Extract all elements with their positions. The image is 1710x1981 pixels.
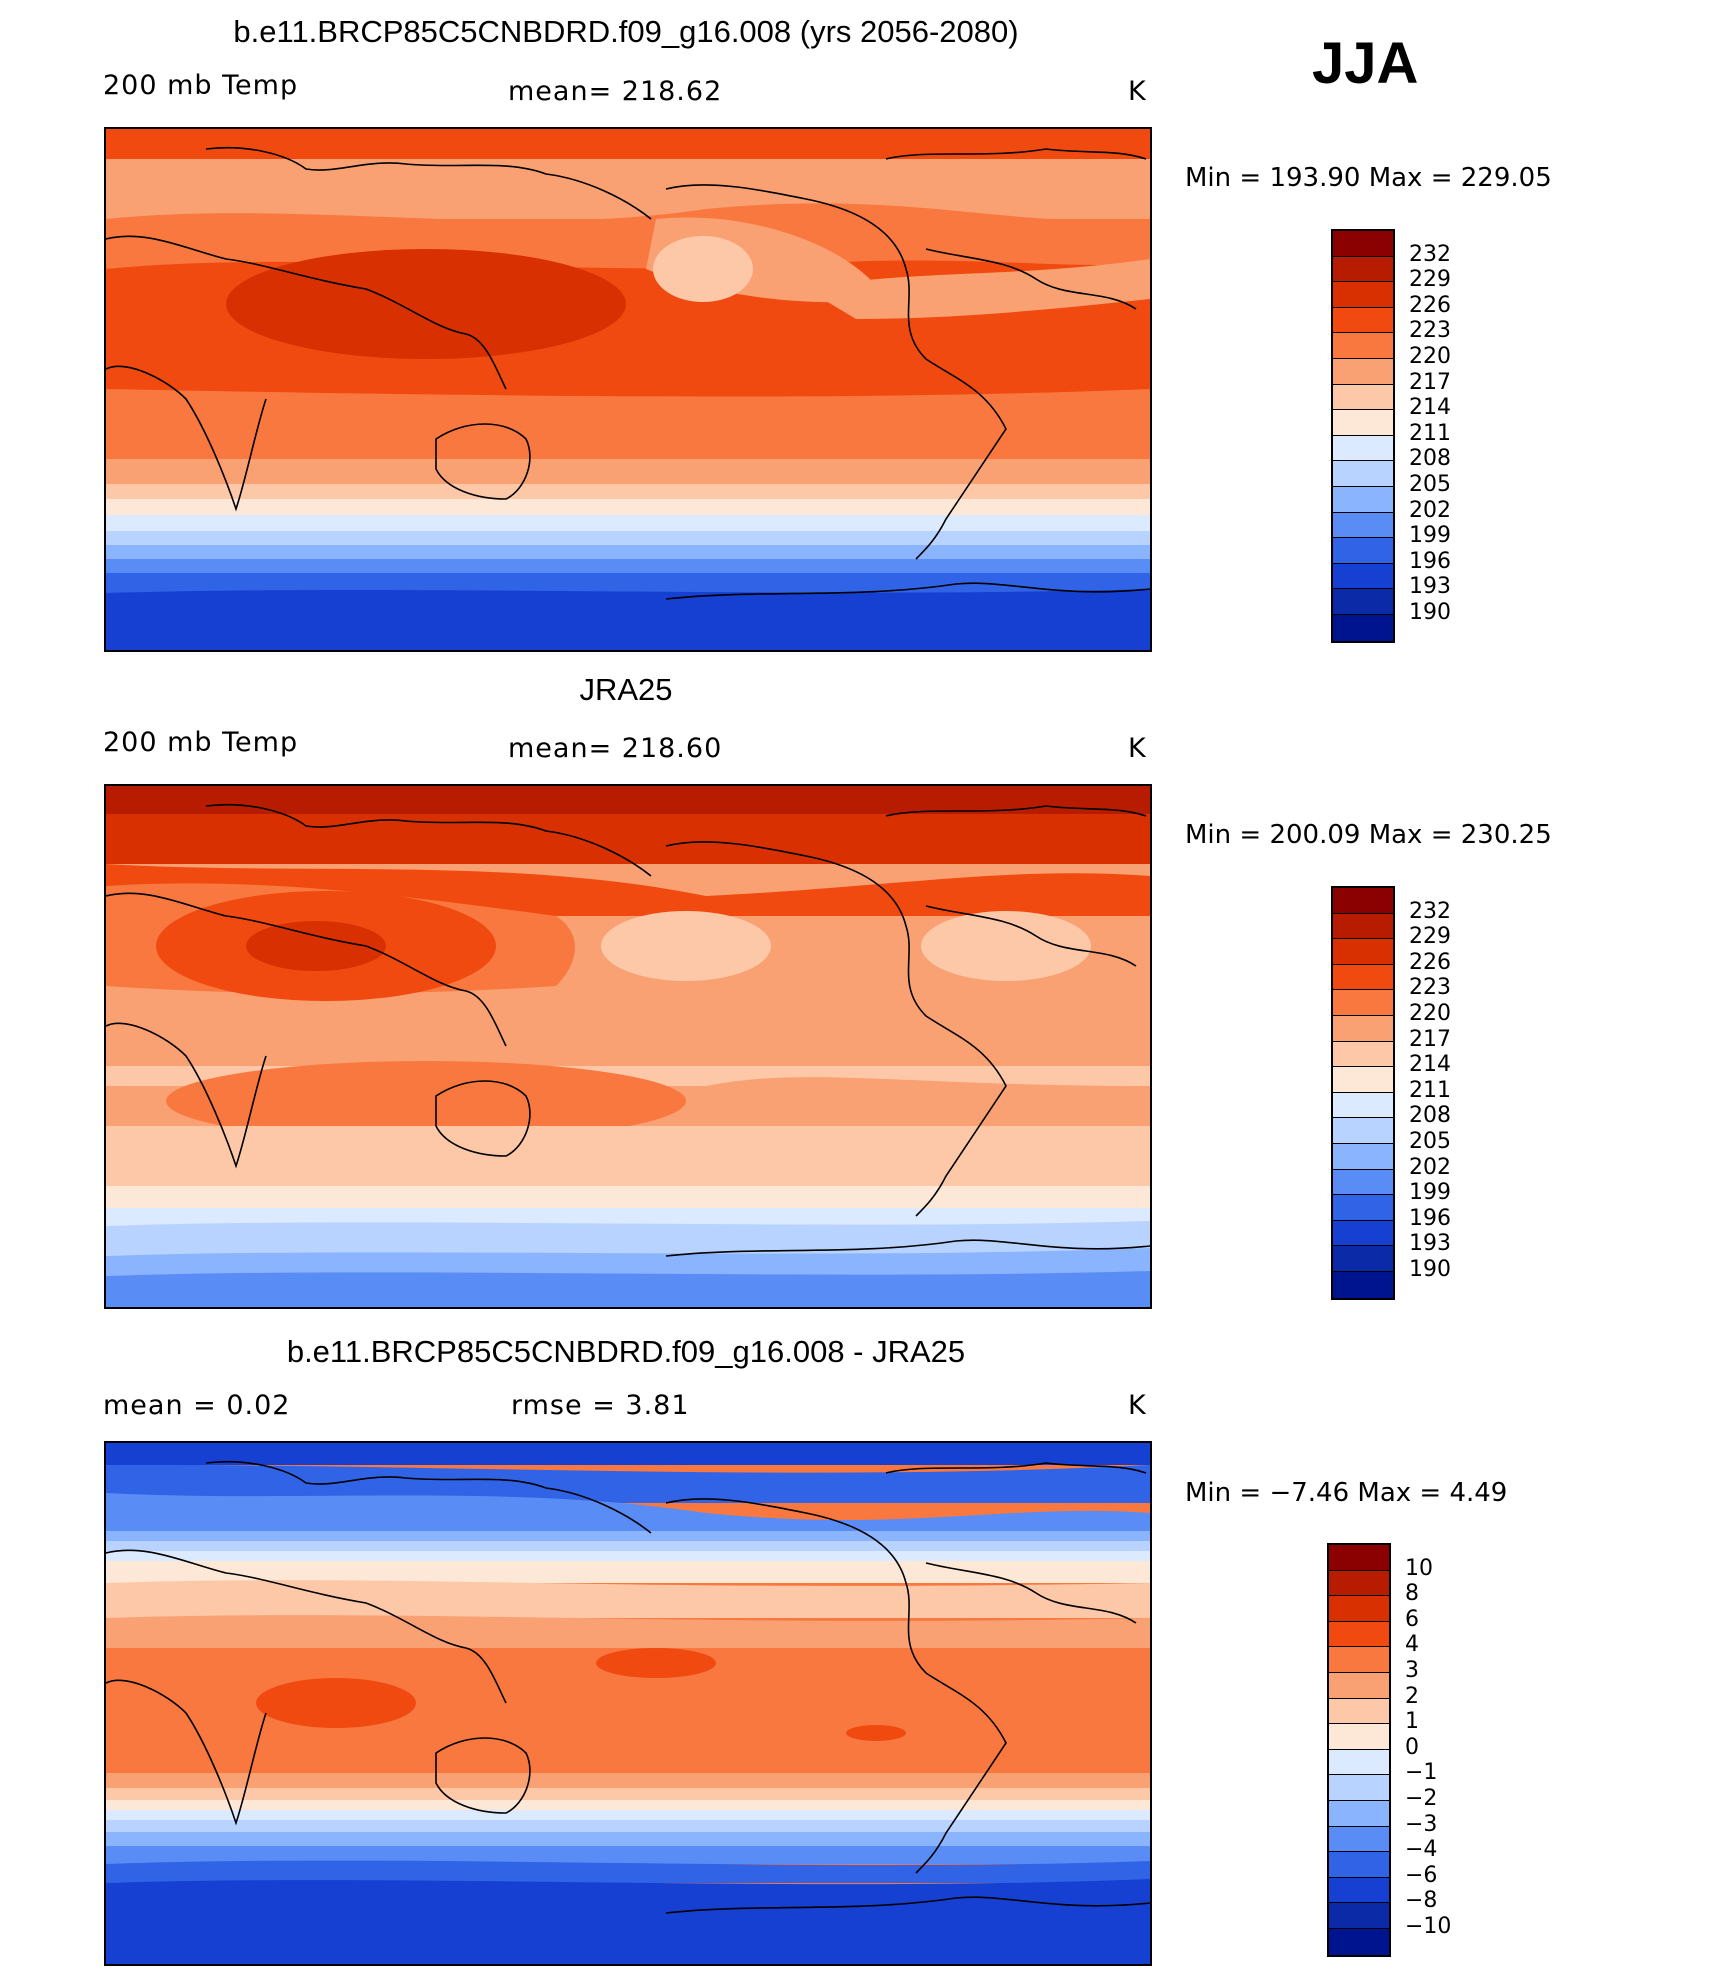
colorbar-tick-label: −2 [1405, 1786, 1438, 1811]
panel1-variable: 200 mb Temp [103, 70, 299, 101]
colorbar-tick-label: −6 [1405, 1862, 1438, 1888]
colorbar-tick-label: 220 [1409, 344, 1451, 369]
colorbar-tick-label: 193 [1409, 574, 1451, 600]
season-label: JJA [1312, 31, 1419, 96]
panel1-map [104, 127, 1152, 652]
colorbar-tick-label: 193 [1409, 1231, 1451, 1257]
colorbar-tick-label: 202 [1409, 1154, 1451, 1180]
colorbar-tick-label: 211 [1409, 420, 1451, 446]
colorbar-tick-label: 223 [1409, 975, 1451, 1001]
panel2-colorbar [1331, 886, 1395, 1300]
colorbar-tick-label: 211 [1409, 1077, 1451, 1103]
colorbar-tick-label: −4 [1405, 1837, 1438, 1863]
panel2-variable: 200 mb Temp [103, 727, 299, 758]
colorbar-tick-label: 223 [1409, 318, 1451, 344]
panel1-units: K [1128, 76, 1147, 107]
colorbar-tick-label: 190 [1409, 600, 1451, 625]
panel3-colorbar [1327, 1543, 1391, 1957]
panel2-title: JRA25 [579, 672, 673, 707]
colorbar-tick-label: 208 [1409, 446, 1451, 472]
colorbar-tick-label: 208 [1409, 1103, 1451, 1129]
panel2-map [104, 784, 1152, 1309]
colorbar-tick-label: 229 [1409, 267, 1451, 293]
panel1-minmax: Min = 193.90 Max = 229.05 [1185, 163, 1552, 193]
colorbar-tick-label: 214 [1409, 1052, 1451, 1078]
colorbar-tick-label: 232 [1409, 898, 1451, 924]
colorbar-tick-label: 8 [1405, 1581, 1419, 1607]
colorbar-tick-label: −1 [1405, 1760, 1438, 1786]
colorbar-tick-label: 226 [1409, 292, 1451, 318]
colorbar-tick-label: 205 [1409, 1129, 1451, 1154]
colorbar-tick-label: 232 [1409, 241, 1451, 267]
colorbar-tick-label: 199 [1409, 1180, 1451, 1206]
panel3-units: K [1128, 1390, 1147, 1421]
panel2-mean: mean= 218.60 [508, 733, 723, 764]
colorbar-tick-label: 10 [1405, 1555, 1433, 1581]
colorbar-tick-label: 226 [1409, 949, 1451, 975]
colorbar-tick-label: 217 [1409, 1026, 1451, 1052]
colorbar-tick-label: 196 [1409, 1205, 1451, 1231]
colorbar-tick-label: 2 [1405, 1683, 1419, 1709]
colorbar-tick-label: 0 [1405, 1734, 1419, 1760]
colorbar-tick-label: 214 [1409, 395, 1451, 421]
panel3-map [104, 1441, 1152, 1966]
panel3-mean: mean = 0.02 [103, 1390, 291, 1421]
panel3-title: b.e11.BRCP85C5CNBDRD.f09_g16.008 - JRA25 [286, 1334, 966, 1369]
panel2-units: K [1128, 733, 1147, 764]
colorbar-tick-label: 196 [1409, 548, 1451, 574]
panel3-minmax: Min = −7.46 Max = 4.49 [1185, 1478, 1508, 1508]
panel1-mean: mean= 218.62 [508, 76, 723, 107]
colorbar-tick-label: 217 [1409, 369, 1451, 395]
colorbar-tick-label: 1 [1405, 1709, 1419, 1735]
colorbar-tick-label: 190 [1409, 1257, 1451, 1282]
colorbar-tick-label: 229 [1409, 924, 1451, 950]
panel1-colorbar [1331, 229, 1395, 643]
panel3-rmse: rmse = 3.81 [511, 1390, 690, 1421]
colorbar-tick-label: 220 [1409, 1001, 1451, 1026]
colorbar-tick-label: 205 [1409, 472, 1451, 497]
colorbar-tick-label: 199 [1409, 523, 1451, 549]
colorbar-tick-label: 3 [1405, 1658, 1419, 1683]
colorbar-tick-label: −3 [1405, 1811, 1438, 1837]
colorbar-tick-label: 6 [1405, 1606, 1419, 1632]
colorbar-tick-label: −10 [1405, 1914, 1452, 1939]
panel1-title: b.e11.BRCP85C5CNBDRD.f09_g16.008 (yrs 20… [233, 14, 1019, 49]
colorbar-tick-label: 4 [1405, 1632, 1419, 1658]
colorbar-tick-label: 202 [1409, 497, 1451, 523]
colorbar-tick-label: −8 [1405, 1888, 1438, 1914]
panel2-minmax: Min = 200.09 Max = 230.25 [1185, 820, 1552, 850]
